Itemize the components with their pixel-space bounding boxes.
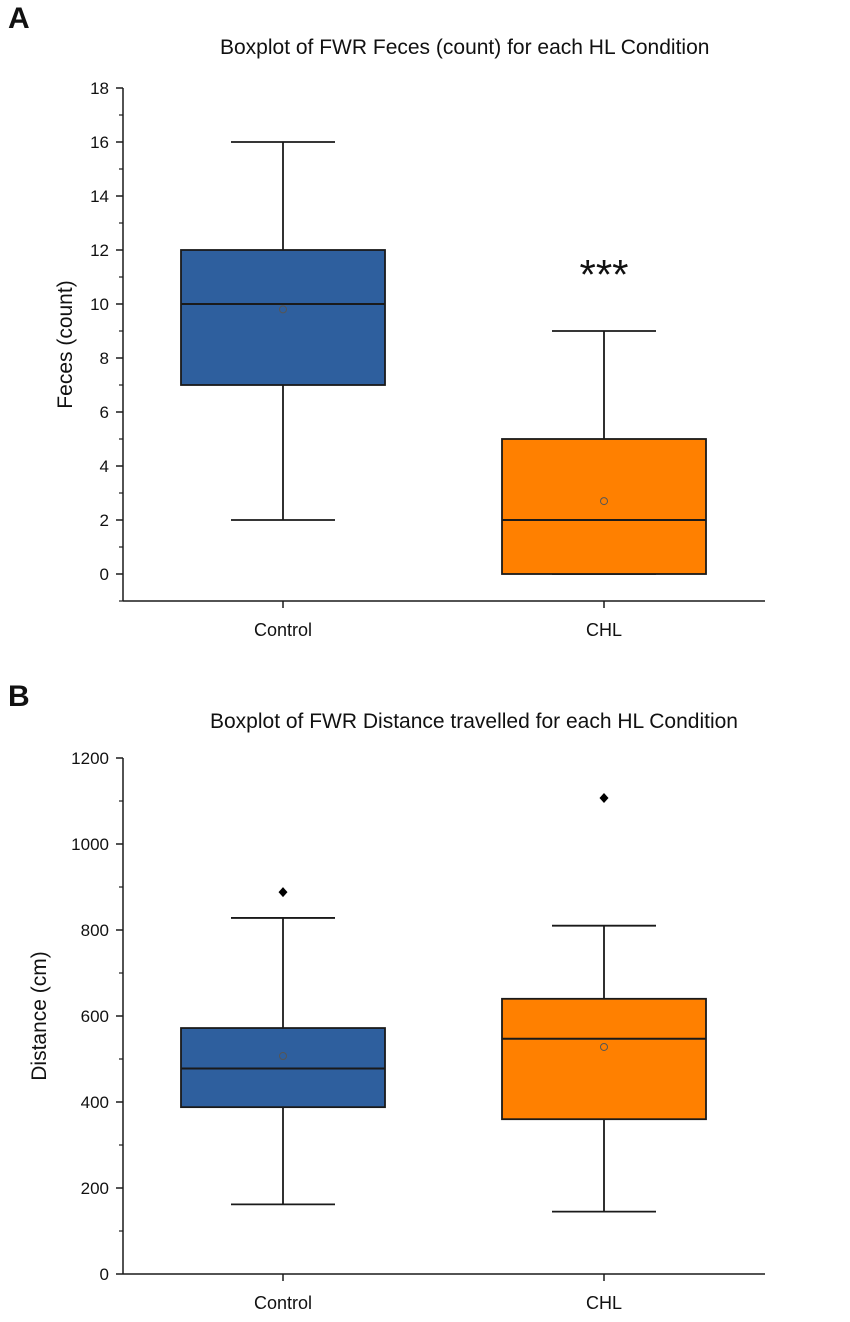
- panel-letter-a: A: [8, 2, 30, 35]
- y-axis-label: Feces (count): [54, 280, 77, 408]
- distance-boxplot: Boxplot of FWR Distance travelled for ea…: [28, 710, 765, 1313]
- y-tick-label: 400: [81, 1093, 109, 1112]
- significance-label: ***: [579, 251, 628, 298]
- panel-letter-b: B: [8, 680, 30, 713]
- mean-marker: [600, 1042, 608, 1051]
- x-tick-label: Control: [254, 620, 312, 640]
- mean-marker: [279, 305, 287, 314]
- chart-title: Boxplot of FWR Feces (count) for each HL…: [220, 36, 709, 59]
- y-axis-label: Distance (cm): [28, 951, 51, 1081]
- y-tick-label: 0: [100, 1265, 109, 1284]
- mean-marker: [279, 1051, 287, 1060]
- y-tick-label: 18: [90, 79, 109, 98]
- outlier-marker: [278, 887, 288, 898]
- y-tick-label: 1000: [71, 835, 109, 854]
- y-tick-label: 800: [81, 921, 109, 940]
- y-tick-label: 1200: [71, 749, 109, 768]
- y-tick-label: 600: [81, 1007, 109, 1026]
- y-tick-label: 6: [100, 403, 109, 422]
- y-tick-label: 14: [90, 187, 109, 206]
- panel-a: A Boxplot of FWR Feces (count) for each …: [0, 0, 850, 660]
- y-tick-label: 0: [100, 565, 109, 584]
- y-tick-label: 12: [90, 241, 109, 260]
- outlier-marker: [599, 792, 609, 803]
- feces-boxplot: Boxplot of FWR Feces (count) for each HL…: [54, 36, 765, 640]
- y-tick-label: 8: [100, 349, 109, 368]
- chart-title: Boxplot of FWR Distance travelled for ea…: [210, 710, 738, 733]
- panel-b: B Boxplot of FWR Distance travelled for …: [0, 660, 850, 1317]
- x-tick-label: Control: [254, 1293, 312, 1313]
- box-chl: [501, 438, 707, 575]
- y-tick-label: 4: [100, 457, 109, 476]
- y-tick-label: 10: [90, 295, 109, 314]
- y-tick-label: 200: [81, 1179, 109, 1198]
- x-tick-label: CHL: [586, 620, 622, 640]
- mean-marker: [600, 497, 608, 506]
- y-tick-label: 16: [90, 133, 109, 152]
- box-control: [180, 249, 386, 386]
- y-tick-label: 2: [100, 511, 109, 530]
- x-tick-label: CHL: [586, 1293, 622, 1313]
- box-chl: [501, 997, 707, 1121]
